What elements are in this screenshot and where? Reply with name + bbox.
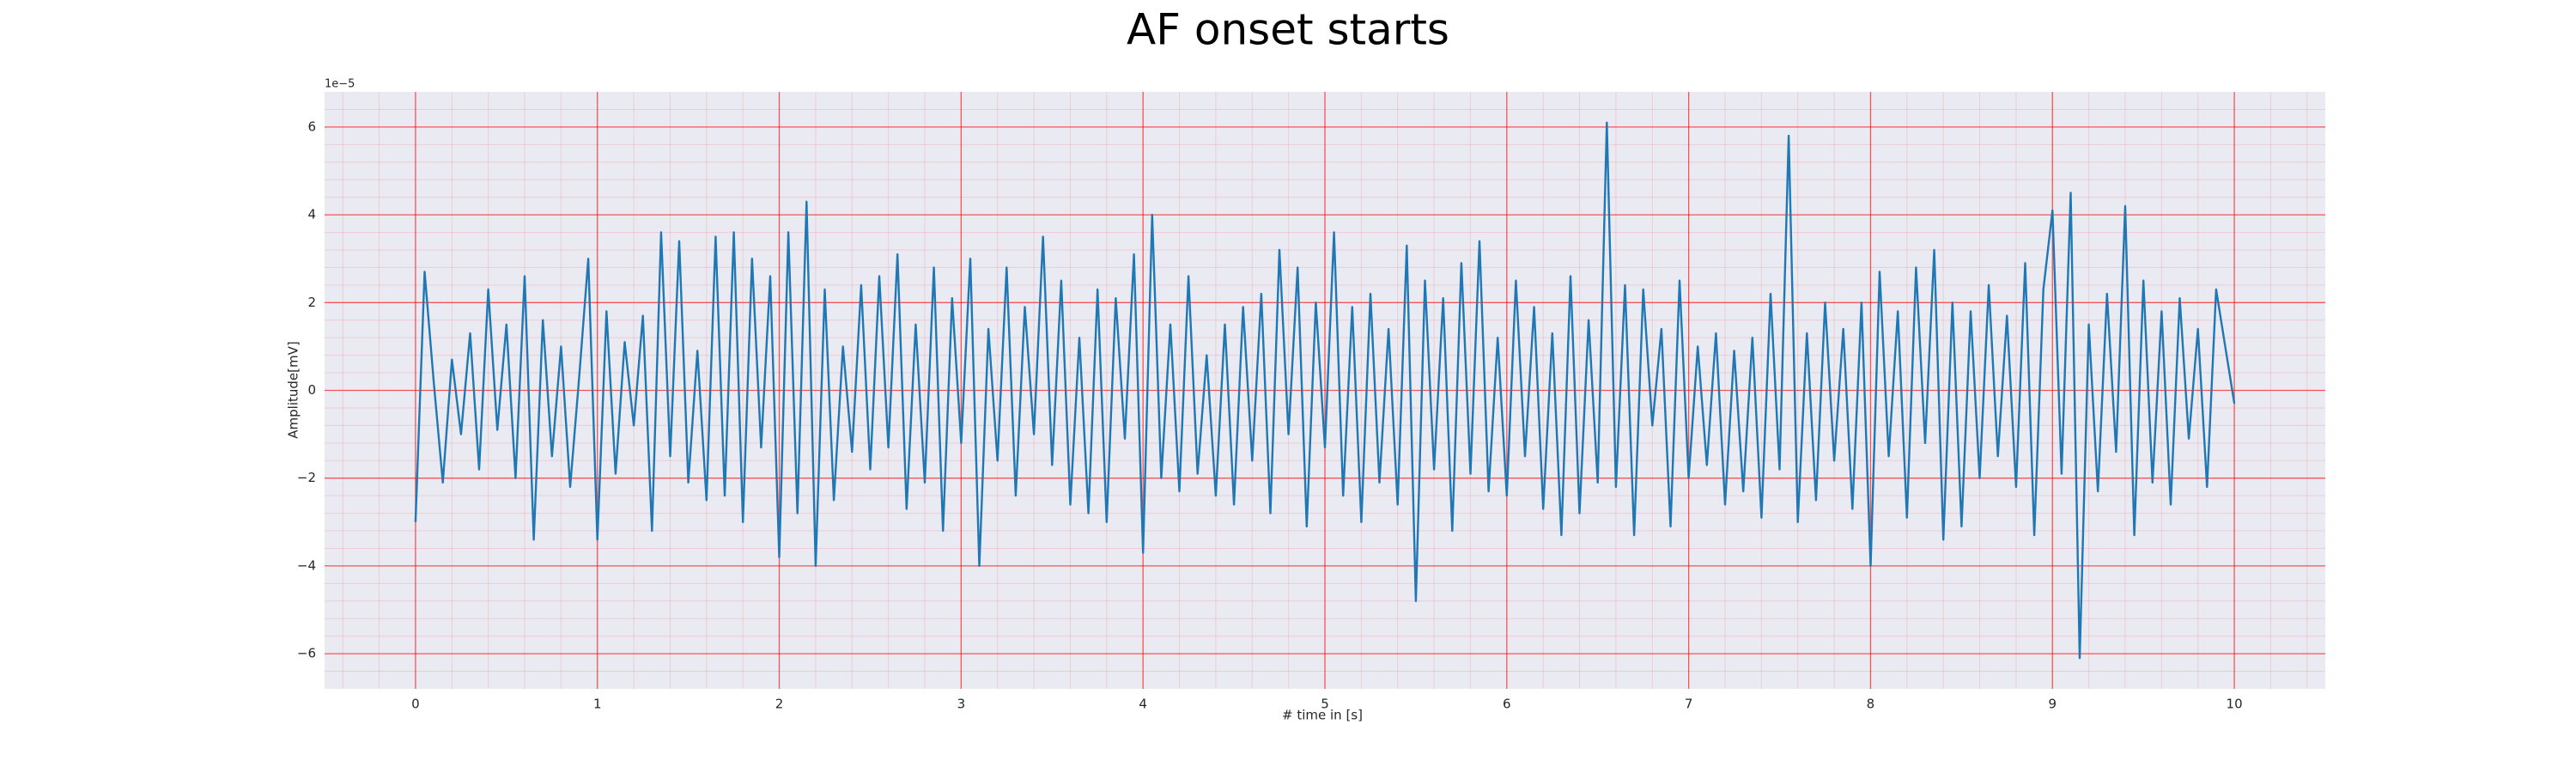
y-tick-label: 2 [307,295,316,310]
grid [325,92,2325,689]
x-tick-label: 10 [2227,697,2243,712]
x-tick-label: 9 [2048,697,2057,712]
x-tick-label: 4 [1139,697,1147,712]
y-tick-label: −6 [297,646,316,661]
y-tick-label: −2 [297,470,316,485]
signal-line [414,121,2236,660]
x-tick-label: 7 [1685,697,1693,712]
y-tick-label: 6 [307,119,316,134]
x-tick-label: 1 [593,697,602,712]
x-tick-label: 3 [957,697,966,712]
y-tick-label: −4 [297,557,316,573]
y-tick-label: 4 [307,207,316,222]
y-tick-label: 0 [307,382,316,398]
y-axis-label: Amplitude[mV] [286,341,301,438]
offset-label: 1e−5 [325,78,355,91]
x-axis-label: # time in [s] [1282,708,1363,723]
lines [414,121,2236,660]
x-tick-label: 5 [1321,697,1329,712]
x-tick-label: 0 [411,697,420,712]
x-tick-label: 2 [775,697,784,712]
x-tick-label: 6 [1503,697,1511,712]
x-tick-label: 8 [1867,697,1875,712]
chart-title: AF onset starts [1127,5,1449,55]
